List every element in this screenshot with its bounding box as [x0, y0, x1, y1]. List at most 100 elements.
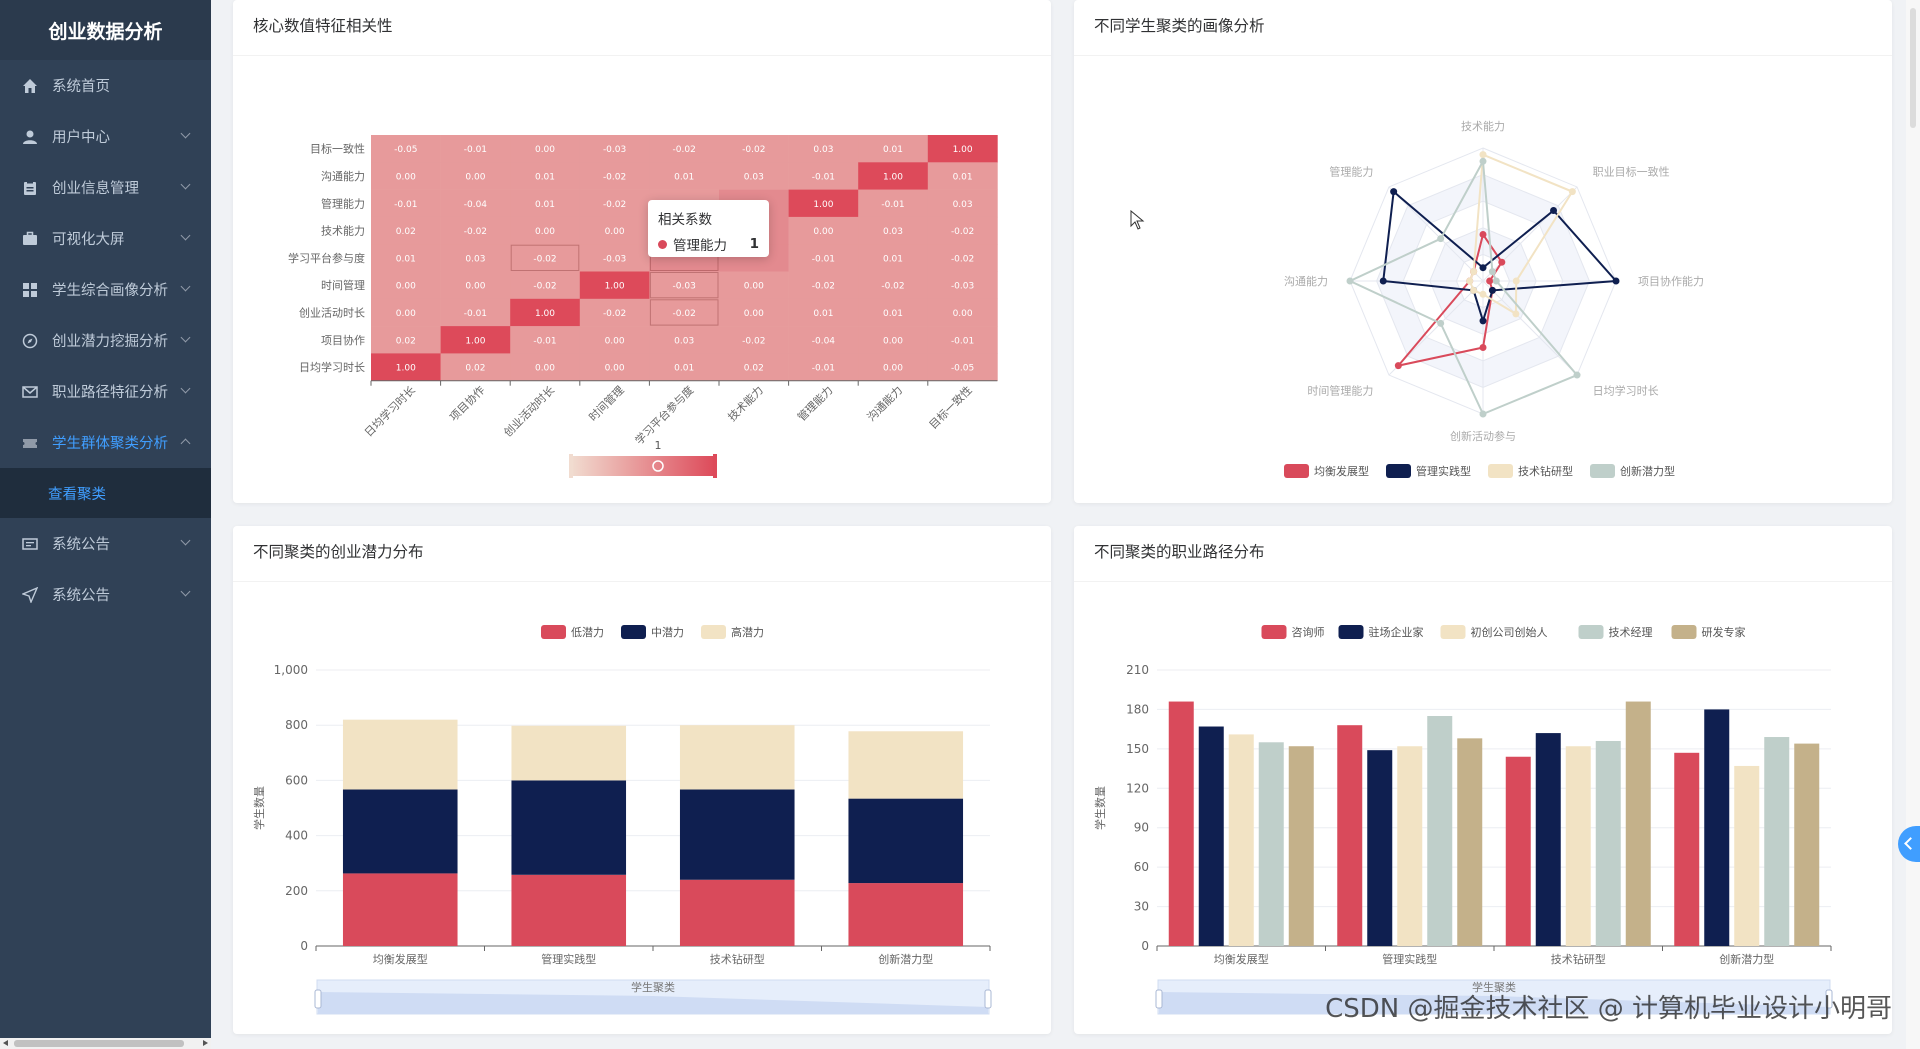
- stacked-bar-segment[interactable]: [511, 725, 627, 781]
- stacked-bar-segment[interactable]: [679, 725, 795, 790]
- page-vertical-scrollbar[interactable]: [1906, 0, 1920, 1049]
- scroll-left-arrow-icon[interactable]: [3, 1040, 8, 1046]
- radar-point[interactable]: [1470, 268, 1478, 276]
- radar-legend-swatch[interactable]: [1284, 464, 1309, 478]
- bar-legend-swatch[interactable]: [1671, 625, 1697, 639]
- radar-point[interactable]: [1498, 258, 1506, 266]
- bar-legend-swatch[interactable]: [1440, 625, 1466, 639]
- grouped-bar[interactable]: [1288, 746, 1314, 946]
- radar-legend-swatch[interactable]: [1488, 464, 1513, 478]
- datazoom-handle-left[interactable]: [314, 989, 322, 1009]
- submenu-item-view-clusters[interactable]: 查看聚类: [0, 468, 211, 518]
- radar-point[interactable]: [1568, 188, 1576, 196]
- grouped-bar[interactable]: [1198, 726, 1224, 946]
- visual-map-handle-right[interactable]: [713, 454, 717, 478]
- sidebar-item[interactable]: 学生群体聚类分析: [0, 417, 211, 468]
- grouped-bar[interactable]: [1595, 740, 1621, 946]
- sidebar-item[interactable]: 用户中心: [0, 111, 211, 162]
- grouped-bar[interactable]: [1764, 737, 1790, 946]
- stacked-bar-segment[interactable]: [848, 731, 964, 799]
- grouped-bar[interactable]: [1625, 701, 1651, 946]
- stacked-bar-segment[interactable]: [511, 780, 627, 875]
- bar-legend-swatch[interactable]: [1338, 625, 1364, 639]
- radar-legend-swatch[interactable]: [1386, 464, 1411, 478]
- radar-point[interactable]: [1479, 151, 1487, 159]
- visual-map-bar[interactable]: [571, 456, 715, 476]
- radar-point[interactable]: [1466, 277, 1474, 285]
- scroll-right-arrow-icon[interactable]: [203, 1040, 208, 1046]
- grouped-bar[interactable]: [1457, 738, 1483, 946]
- radar-point[interactable]: [1486, 277, 1494, 285]
- datazoom-handle-right[interactable]: [984, 989, 992, 1009]
- radar-point[interactable]: [1470, 286, 1478, 294]
- grouped-bar[interactable]: [1168, 701, 1194, 946]
- grouped-bar[interactable]: [1535, 733, 1561, 946]
- sidebar-item[interactable]: 系统公告: [0, 569, 211, 620]
- bar-legend-swatch[interactable]: [1261, 625, 1287, 639]
- radar-point[interactable]: [1479, 344, 1487, 351]
- radar-point[interactable]: [1346, 277, 1354, 285]
- grouped-bar[interactable]: [1565, 746, 1591, 946]
- stacked-bar-segment[interactable]: [679, 789, 795, 880]
- sidebar-item[interactable]: 系统首页: [0, 60, 211, 111]
- bar-legend-swatch[interactable]: [1578, 625, 1604, 639]
- grouped-bar[interactable]: [1397, 746, 1423, 946]
- radar-point[interactable]: [1550, 206, 1558, 214]
- radar-point[interactable]: [1479, 410, 1487, 418]
- collapse-side-tab-button[interactable]: [1898, 826, 1920, 862]
- sidebar-item[interactable]: 创业信息管理: [0, 162, 211, 213]
- grouped-bar[interactable]: [1427, 716, 1453, 946]
- grouped-bar[interactable]: [1704, 709, 1730, 946]
- sidebar-item[interactable]: 可视化大屏: [0, 213, 211, 264]
- stacked-bar-segment[interactable]: [848, 798, 964, 884]
- radar-point[interactable]: [1390, 188, 1398, 196]
- stacked-bar-segment[interactable]: [511, 874, 627, 946]
- radar-point[interactable]: [1394, 362, 1402, 370]
- correlation-heatmap-chart[interactable]: -0.05 -0.01 0.00 -0.03 -0.02 -0.02 0.03 0.01 1.0…: [233, 56, 1051, 503]
- sidebar-horizontal-scrollbar[interactable]: [0, 1038, 211, 1049]
- radar-point[interactable]: [1479, 230, 1487, 238]
- radar-point[interactable]: [1479, 317, 1487, 325]
- grouped-bar[interactable]: [1734, 765, 1760, 946]
- stacked-bar-segment[interactable]: [342, 719, 458, 790]
- grouped-bar[interactable]: [1505, 756, 1531, 946]
- grouped-bar[interactable]: [1337, 725, 1363, 946]
- stacked-bar-segment[interactable]: [342, 873, 458, 946]
- radar-point[interactable]: [1612, 277, 1620, 285]
- radar-point[interactable]: [1512, 310, 1520, 318]
- radar-point[interactable]: [1479, 264, 1487, 272]
- radar-point[interactable]: [1479, 290, 1487, 298]
- bar-legend-swatch[interactable]: [701, 625, 726, 639]
- cluster-radar-chart[interactable]: 技术能力职业目标一致性项目协作能力日均学习时长创新活动参与时间管理能力沟通能力管…: [1074, 56, 1892, 503]
- radar-point[interactable]: [1479, 157, 1487, 165]
- grouped-bar[interactable]: [1258, 742, 1284, 946]
- radar-legend-swatch[interactable]: [1590, 464, 1615, 478]
- stacked-bar-segment[interactable]: [342, 789, 458, 874]
- datazoom-handle-left[interactable]: [1155, 989, 1163, 1009]
- radar-point[interactable]: [1379, 277, 1387, 285]
- page-scrollbar-thumb[interactable]: [1910, 8, 1916, 128]
- radar-point[interactable]: [1437, 319, 1445, 327]
- radar-point[interactable]: [1488, 286, 1496, 294]
- stacked-bar-segment[interactable]: [848, 883, 964, 946]
- grouped-bar[interactable]: [1794, 743, 1820, 946]
- grouped-bar[interactable]: [1228, 734, 1254, 946]
- sidebar-item[interactable]: 系统公告: [0, 518, 211, 569]
- stacked-bar-segment[interactable]: [679, 879, 795, 946]
- radar-point[interactable]: [1492, 277, 1500, 285]
- sidebar-item[interactable]: 职业路径特征分析: [0, 366, 211, 417]
- radar-point[interactable]: [1488, 268, 1496, 276]
- sidebar-item[interactable]: 学生综合画像分析: [0, 264, 211, 315]
- grouped-bar[interactable]: [1367, 750, 1393, 946]
- grouped-bar[interactable]: [1674, 752, 1700, 946]
- radar-point[interactable]: [1512, 277, 1520, 285]
- scrollbar-thumb[interactable]: [14, 1040, 184, 1047]
- sidebar-item[interactable]: 创业潜力挖掘分析: [0, 315, 211, 366]
- radar-point[interactable]: [1573, 371, 1581, 379]
- bar-legend-swatch[interactable]: [621, 625, 646, 639]
- datazoom-handle-right[interactable]: [1825, 989, 1833, 1009]
- bar-legend-swatch[interactable]: [541, 625, 566, 639]
- radar-point[interactable]: [1437, 235, 1445, 243]
